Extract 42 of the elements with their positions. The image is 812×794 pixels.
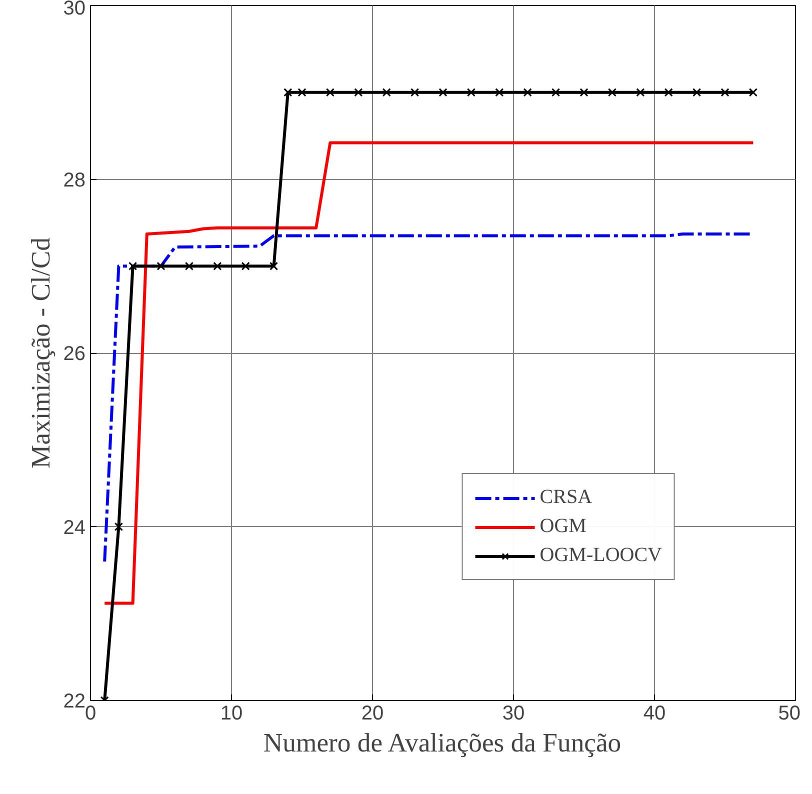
legend-label: OGM-LOOCV [540,544,662,567]
x-tick-label: 50 [778,702,801,724]
x-tick-label: 40 [643,702,666,724]
x-tick-label: 20 [361,702,384,724]
y-tick-label: 28 [63,169,86,192]
point [580,88,588,97]
point [552,88,560,97]
point [382,88,391,97]
point [692,88,702,97]
x-tick-label: 10 [220,702,243,724]
y-tick-label: 26 [63,343,86,365]
y-axis-title: Maximização - Cl/Cd [25,238,56,468]
point [410,88,420,97]
point [184,262,194,270]
point [466,88,476,97]
legend-label: CRSA [540,486,592,509]
legend-label: OGM [540,515,586,538]
point [128,262,138,270]
point [298,88,306,97]
point [284,88,292,97]
point [114,522,123,532]
line-series [103,141,755,605]
point [664,88,673,97]
point [270,262,278,270]
y-tick-label: 24 [63,516,86,539]
point [354,88,363,97]
point [495,88,504,97]
point [156,262,166,270]
point [608,88,616,97]
point [438,88,448,97]
y-tick-label: 22 [63,690,86,712]
point [213,262,222,270]
y-tick-label: 30 [63,0,86,20]
point [241,262,250,270]
point [523,88,532,97]
x-tick-label: 30 [502,702,525,724]
point [748,88,758,97]
point [326,88,334,97]
x-tick-label: 0 [84,702,96,724]
point [720,88,730,97]
x-axis-title: Numero de Avaliações da Função [263,728,622,758]
point [636,88,645,97]
